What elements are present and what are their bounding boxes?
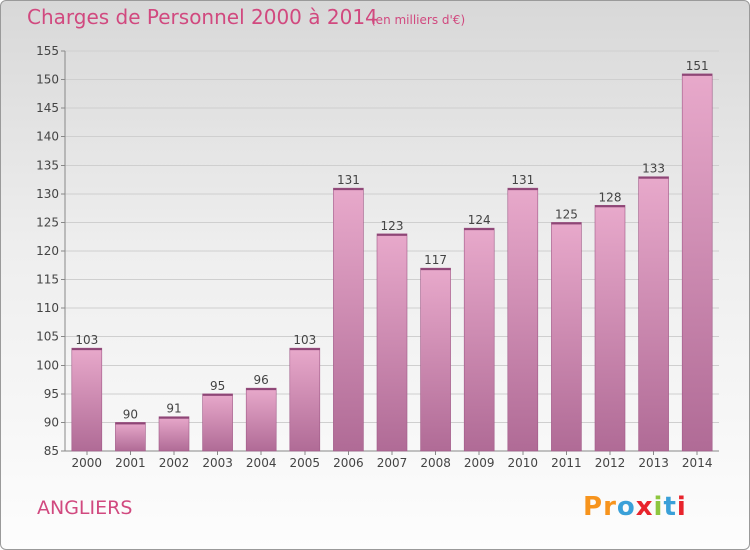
bar-cap: [682, 73, 713, 76]
y-tick-label: 155: [36, 44, 59, 58]
chart-subtitle: (en milliers d'€): [371, 13, 466, 27]
x-tick-label: 2002: [159, 456, 190, 470]
bar-layer: [71, 73, 713, 452]
logo-letter: x: [635, 492, 654, 522]
y-tick-label: 120: [36, 244, 59, 258]
bar-2000: [71, 347, 103, 452]
x-tick-label: 2005: [290, 456, 321, 470]
bar-2012: [594, 204, 626, 452]
x-tick-label: 2009: [464, 456, 495, 470]
bar-2011: [551, 222, 582, 452]
logo-letter: P: [583, 492, 604, 522]
chart-title: Charges de Personnel 2000 à 2014: [27, 5, 378, 29]
x-tick-label: 2013: [638, 456, 669, 470]
bar-cap: [464, 228, 495, 231]
bar-cap: [289, 348, 320, 351]
bar-2004: [245, 387, 277, 452]
bar-2008: [420, 267, 451, 452]
y-tick-label: 135: [36, 158, 59, 172]
bar-value-label: 95: [210, 379, 225, 393]
y-tick-label: 105: [36, 330, 59, 344]
bar-value-label: 131: [511, 173, 534, 187]
bar-value-label: 103: [75, 333, 98, 347]
logo-letter: i: [676, 492, 687, 522]
label-layer: 103 2000 90 2001 91 2002 95 2003 96 2004 103 2005 13…: [72, 59, 713, 470]
y-tick-label: 140: [36, 130, 59, 144]
bar-value-label: 117: [424, 253, 447, 267]
bar-value-label: 90: [123, 407, 138, 421]
bar-cap: [638, 176, 669, 179]
bar-value-label: 151: [686, 59, 709, 73]
y-tick-label: 145: [36, 101, 59, 115]
commune-name: ANGLIERS: [37, 497, 133, 519]
bar-value-label: 128: [599, 190, 622, 204]
y-tick-label: 100: [36, 358, 59, 372]
bar-2014: [681, 73, 713, 452]
x-tick-label: 2008: [420, 456, 451, 470]
y-tick-label: 85: [44, 444, 59, 458]
x-tick-label: 2000: [72, 456, 103, 470]
bar-cap: [246, 388, 277, 391]
bar-cap: [595, 205, 625, 208]
bar-cap: [71, 348, 102, 351]
bar-value-label: 133: [642, 162, 665, 176]
bar-cap: [420, 268, 451, 271]
bar-2005: [289, 347, 321, 452]
bar-value-label: 103: [293, 333, 316, 347]
bar-cap: [202, 393, 233, 396]
y-tick-label: 95: [44, 387, 59, 401]
bar-2001: [115, 422, 146, 452]
bar-cap: [159, 416, 189, 419]
y-tick-label: 115: [36, 273, 59, 287]
bar-2009: [463, 227, 495, 452]
y-tick-label: 125: [36, 215, 59, 229]
x-tick-label: 2011: [551, 456, 582, 470]
logo-letter: o: [616, 492, 636, 522]
bar-2010: [507, 187, 539, 452]
bar-2003: [202, 393, 233, 452]
x-tick-label: 2014: [682, 456, 713, 470]
x-tick-label: 2007: [377, 456, 408, 470]
bar-cap: [507, 188, 538, 191]
bar-cap: [333, 188, 364, 191]
bar-value-label: 96: [254, 373, 269, 387]
logo-letter: r: [603, 492, 617, 522]
logo-letter: t: [663, 492, 677, 522]
bar-value-label: 123: [381, 219, 404, 233]
bar-2013: [638, 176, 669, 452]
x-tick-label: 2010: [508, 456, 539, 470]
bar-value-label: 91: [166, 402, 181, 416]
proxiti-logo: Proxiti: [583, 492, 687, 522]
bar-value-label: 124: [468, 213, 491, 227]
bar-cap: [551, 222, 582, 225]
y-tick-label: 110: [36, 301, 59, 315]
y-tick-label: 150: [36, 73, 59, 87]
logo-letter: i: [653, 492, 664, 522]
bar-cap: [377, 233, 407, 236]
bar-value-label: 131: [337, 173, 360, 187]
x-tick-label: 2012: [595, 456, 626, 470]
y-tick-label: 90: [44, 415, 59, 429]
x-tick-label: 2003: [202, 456, 233, 470]
y-tick-label: 130: [36, 187, 59, 201]
x-tick-label: 2001: [115, 456, 146, 470]
bar-2002: [158, 416, 190, 452]
x-tick-label: 2006: [333, 456, 364, 470]
bar-2006: [333, 187, 364, 452]
bar-value-label: 125: [555, 207, 578, 221]
bar-2007: [376, 233, 408, 452]
bar-cap: [115, 422, 146, 425]
x-tick-label: 2004: [246, 456, 277, 470]
